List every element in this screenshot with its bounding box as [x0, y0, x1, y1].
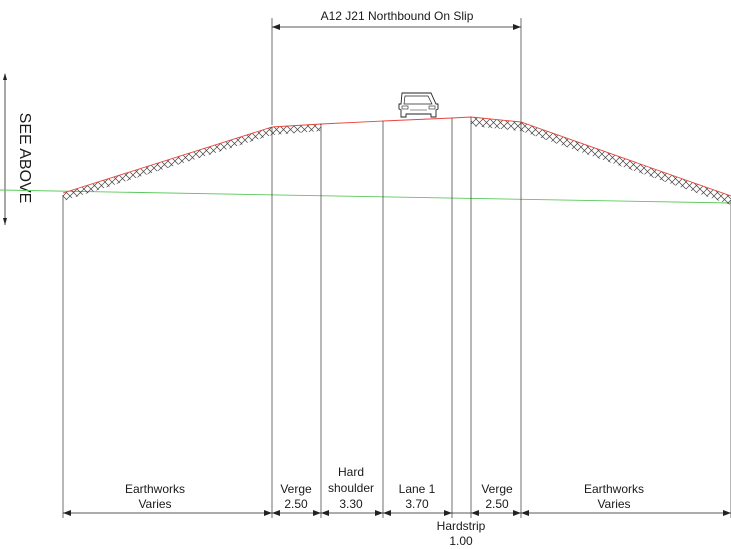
- segment-labels: Earthworks Varies Verge 2.50 Hard should…: [125, 465, 644, 548]
- car-front-icon: [398, 92, 439, 118]
- hardstrip-value: 1.00: [449, 534, 473, 548]
- segment-extension-lines: [62, 117, 731, 518]
- verge-left-value: 2.50: [284, 497, 308, 511]
- hard-shoulder-value: 3.30: [339, 497, 363, 511]
- lane-1-name: Lane 1: [399, 482, 436, 496]
- title-dimension: A12 J21 Northbound On Slip: [271, 9, 522, 125]
- earthworks-right-name: Earthworks: [584, 482, 644, 496]
- earthworks-right-value: Varies: [597, 497, 630, 511]
- hardstrip-name: Hardstrip: [437, 519, 486, 533]
- existing-ground-line: [0, 189, 731, 204]
- section-title: A12 J21 Northbound On Slip: [321, 9, 474, 23]
- verge-left-name: Verge: [280, 482, 312, 496]
- verge-right-name: Verge: [481, 482, 513, 496]
- see-above-note: SEE ABOVE: [3, 73, 33, 225]
- earthworks-left-name: Earthworks: [125, 482, 185, 496]
- see-above-text: SEE ABOVE: [16, 113, 33, 204]
- see-above-arrow-bottom: [3, 218, 7, 225]
- earthworks-left-value: Varies: [138, 497, 171, 511]
- finished-surface-line: [62, 116, 731, 197]
- earthworks-hatch-right: [471, 117, 731, 205]
- verge-right-value: 2.50: [485, 497, 509, 511]
- earthworks-hatch-left: [63, 124, 321, 201]
- hard-shoulder-name-line1: Hard: [338, 465, 364, 479]
- see-above-arrow-top: [3, 73, 7, 80]
- hard-shoulder-name-line2: shoulder: [328, 481, 374, 495]
- lane-1-value: 3.70: [405, 497, 429, 511]
